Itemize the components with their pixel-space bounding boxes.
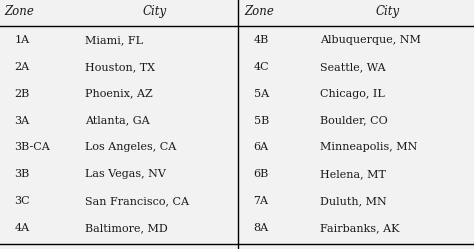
Text: 4C: 4C xyxy=(254,62,269,72)
Text: 5B: 5B xyxy=(254,116,269,125)
Text: Atlanta, GA: Atlanta, GA xyxy=(85,116,150,125)
Text: City: City xyxy=(143,5,166,18)
Text: 4B: 4B xyxy=(254,35,269,45)
Text: Miami, FL: Miami, FL xyxy=(85,35,143,45)
Text: Los Angeles, CA: Los Angeles, CA xyxy=(85,142,177,152)
Text: City: City xyxy=(375,5,400,18)
Text: 3A: 3A xyxy=(14,116,29,125)
Text: 3B: 3B xyxy=(14,169,29,179)
Text: 3C: 3C xyxy=(14,196,30,206)
Text: 8A: 8A xyxy=(254,223,269,233)
Text: Chicago, IL: Chicago, IL xyxy=(320,89,385,99)
Text: 2B: 2B xyxy=(14,89,29,99)
Text: 4A: 4A xyxy=(14,223,29,233)
Text: Seattle, WA: Seattle, WA xyxy=(320,62,385,72)
Text: 6B: 6B xyxy=(254,169,269,179)
Text: Phoenix, AZ: Phoenix, AZ xyxy=(85,89,153,99)
Text: Albuquerque, NM: Albuquerque, NM xyxy=(320,35,421,45)
Text: Las Vegas, NV: Las Vegas, NV xyxy=(85,169,166,179)
Text: San Francisco, CA: San Francisco, CA xyxy=(85,196,189,206)
Text: 5A: 5A xyxy=(254,89,269,99)
Text: 6A: 6A xyxy=(254,142,269,152)
Text: 3B-CA: 3B-CA xyxy=(14,142,50,152)
Text: Baltimore, MD: Baltimore, MD xyxy=(85,223,168,233)
Text: 7A: 7A xyxy=(254,196,269,206)
Text: Minneapolis, MN: Minneapolis, MN xyxy=(320,142,417,152)
Text: Duluth, MN: Duluth, MN xyxy=(320,196,387,206)
Text: Zone: Zone xyxy=(244,5,274,18)
Text: Boulder, CO: Boulder, CO xyxy=(320,116,388,125)
Text: Helena, MT: Helena, MT xyxy=(320,169,386,179)
Text: Zone: Zone xyxy=(5,5,35,18)
Text: Houston, TX: Houston, TX xyxy=(85,62,155,72)
Text: Fairbanks, AK: Fairbanks, AK xyxy=(320,223,400,233)
Text: 2A: 2A xyxy=(14,62,29,72)
Text: 1A: 1A xyxy=(14,35,29,45)
